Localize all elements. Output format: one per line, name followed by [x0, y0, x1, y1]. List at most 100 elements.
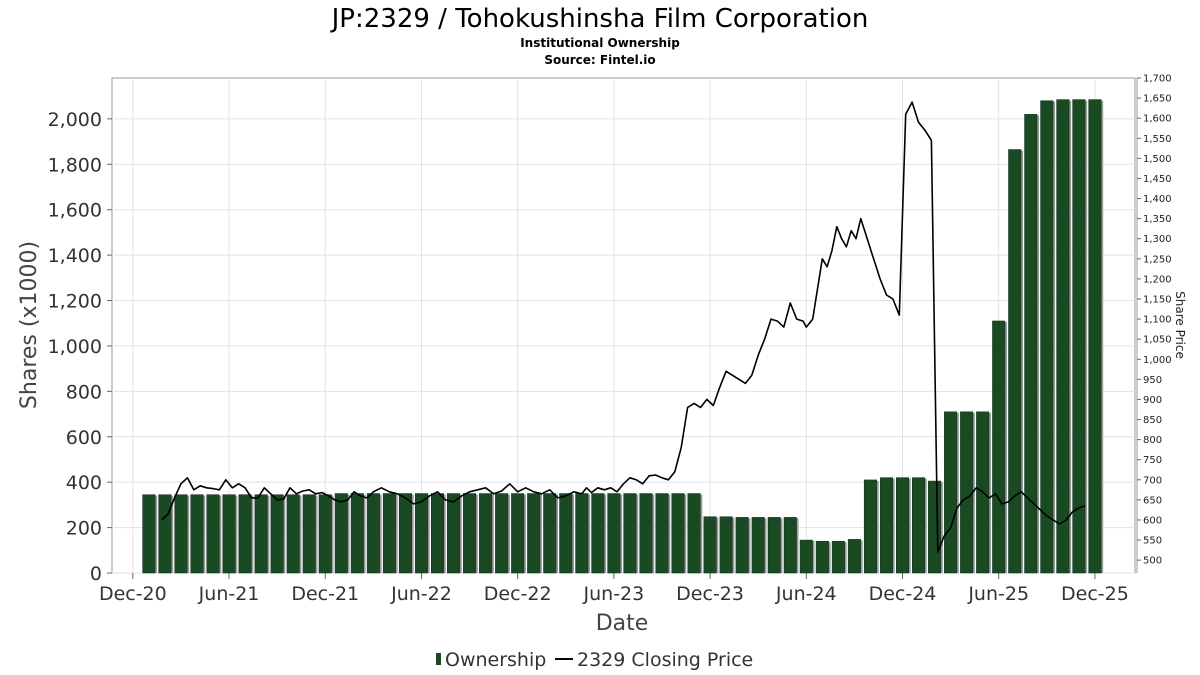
y-tick-label-left: 1,800 — [48, 154, 102, 176]
ownership-bar — [767, 517, 781, 574]
x-tick-label: Jun-23 — [583, 583, 645, 605]
ownership-bar — [992, 320, 1006, 574]
y-tick-label-right: 850 — [1143, 415, 1162, 426]
x-tick-label: Dec-22 — [484, 583, 552, 605]
y-tick-label-right: 1,500 — [1143, 154, 1172, 165]
ownership-bar — [158, 494, 172, 574]
y-tick-label-right: 500 — [1143, 556, 1162, 567]
y-tick-label-left: 1,600 — [48, 200, 102, 222]
y-tick-label-right: 1,150 — [1143, 294, 1172, 305]
y-tick-label-right: 1,200 — [1143, 274, 1172, 285]
y-tick-label-right: 900 — [1143, 395, 1162, 406]
ownership-bar — [1056, 99, 1070, 574]
x-tick-label: Jun-24 — [775, 583, 837, 605]
ownership-bar — [238, 494, 252, 574]
ownership-bar — [735, 517, 749, 574]
x-tick-label: Jun-22 — [390, 583, 452, 605]
ownership-bar — [430, 493, 445, 574]
ownership-bar — [414, 493, 428, 574]
plot-area: 0 200 400 600 800 1,000 1,200 1,400 1,600 1,800 2,… — [48, 74, 1172, 606]
y-tick-label-left: 600 — [66, 427, 102, 449]
ownership-bar — [591, 493, 605, 574]
ownership-bar — [206, 494, 220, 574]
ownership-bar — [382, 493, 396, 574]
y-tick-label-right: 1,450 — [1143, 174, 1172, 185]
ownership-bar — [398, 493, 412, 574]
y-tick-label-left: 2,000 — [48, 109, 102, 131]
ownership-bar — [719, 516, 733, 574]
legend: Ownership 2329 Closing Price — [436, 649, 753, 671]
ownership-bar — [1024, 114, 1038, 574]
ownership-bar — [799, 539, 813, 574]
y-tick-label-right: 1,350 — [1143, 214, 1172, 225]
ownership-bar — [366, 493, 380, 574]
ownership-bar — [671, 493, 685, 574]
ownership-bar — [1088, 99, 1102, 574]
ownership-bar — [463, 493, 477, 574]
y-tick-label-right: 1,700 — [1143, 74, 1172, 85]
y-tick-label-left: 400 — [66, 472, 102, 494]
ownership-bar — [270, 494, 284, 574]
ownership-bar — [687, 493, 701, 574]
ownership-bar — [527, 493, 541, 574]
ownership-bar — [655, 493, 669, 574]
ownership-bar — [847, 539, 861, 574]
ownership-bar — [895, 477, 910, 574]
y-tick-label-right: 1,250 — [1143, 254, 1172, 265]
y-tick-label-right: 550 — [1143, 536, 1162, 547]
ownership-bar — [623, 493, 637, 574]
ownership-bar — [639, 493, 653, 574]
x-tick-label: Dec-23 — [676, 583, 744, 605]
x-tick-label: Jun-21 — [198, 583, 260, 605]
ownership-bar — [495, 493, 509, 574]
ownership-bar — [783, 517, 797, 574]
y-tick-label-right: 1,300 — [1143, 234, 1172, 245]
ownership-bar — [543, 493, 557, 574]
y-axis-label: Shares (x1000) — [17, 241, 42, 409]
ownership-bar — [479, 493, 493, 574]
y-tick-label-right: 1,550 — [1143, 134, 1172, 145]
ownership-bar — [944, 411, 958, 574]
ownership-bar — [511, 493, 525, 574]
ownership-bar — [815, 540, 829, 574]
x-tick-label: Jun-25 — [967, 583, 1029, 605]
ownership-bar — [831, 540, 845, 574]
ownership-bar — [302, 494, 316, 574]
y-tick-label-right: 650 — [1143, 495, 1162, 506]
y-tick-label-right: 950 — [1143, 375, 1162, 386]
chart-source: Source: Fintel.io — [544, 53, 655, 67]
ownership-bar — [1072, 99, 1086, 574]
ownership-bar — [174, 494, 188, 574]
legend-ownership-swatch — [436, 653, 441, 665]
ownership-bar — [286, 494, 300, 574]
chart-title: JP:2329 / Tohokushinsha Film Corporation — [330, 4, 869, 34]
ownership-bar — [190, 494, 204, 574]
ownership-bar — [912, 477, 926, 574]
ownership-bar — [142, 494, 156, 574]
legend-ownership-label: Ownership — [445, 649, 546, 671]
ownership-bar — [703, 516, 717, 574]
y-tick-label-right: 600 — [1143, 515, 1162, 526]
y-tick-label-left: 200 — [66, 518, 102, 540]
x-tick-label: Dec-21 — [291, 583, 359, 605]
ownership-bar — [928, 480, 942, 574]
ownership-bar — [960, 411, 974, 574]
y-tick-label-left: 1,000 — [48, 336, 102, 358]
chart-subtitle: Institutional Ownership — [520, 36, 680, 50]
y-tick-label-left: 0 — [90, 563, 102, 585]
y-tick-label-right: 1,600 — [1143, 114, 1172, 125]
ownership-bar — [318, 494, 332, 574]
y-tick-label-right: 1,000 — [1143, 355, 1172, 366]
y-axis-right-label: Share Price — [1173, 291, 1187, 359]
y-tick-label-right: 1,400 — [1143, 194, 1172, 205]
y-tick-label-left: 1,400 — [48, 245, 102, 267]
ownership-bar — [350, 493, 364, 574]
ownership-bar — [254, 494, 268, 574]
legend-price-label: 2329 Closing Price — [577, 649, 753, 671]
ownership-bar — [222, 494, 236, 574]
price-line — [161, 101, 1086, 553]
ownership-bar — [863, 479, 877, 574]
y-tick-label-right: 800 — [1143, 435, 1162, 446]
